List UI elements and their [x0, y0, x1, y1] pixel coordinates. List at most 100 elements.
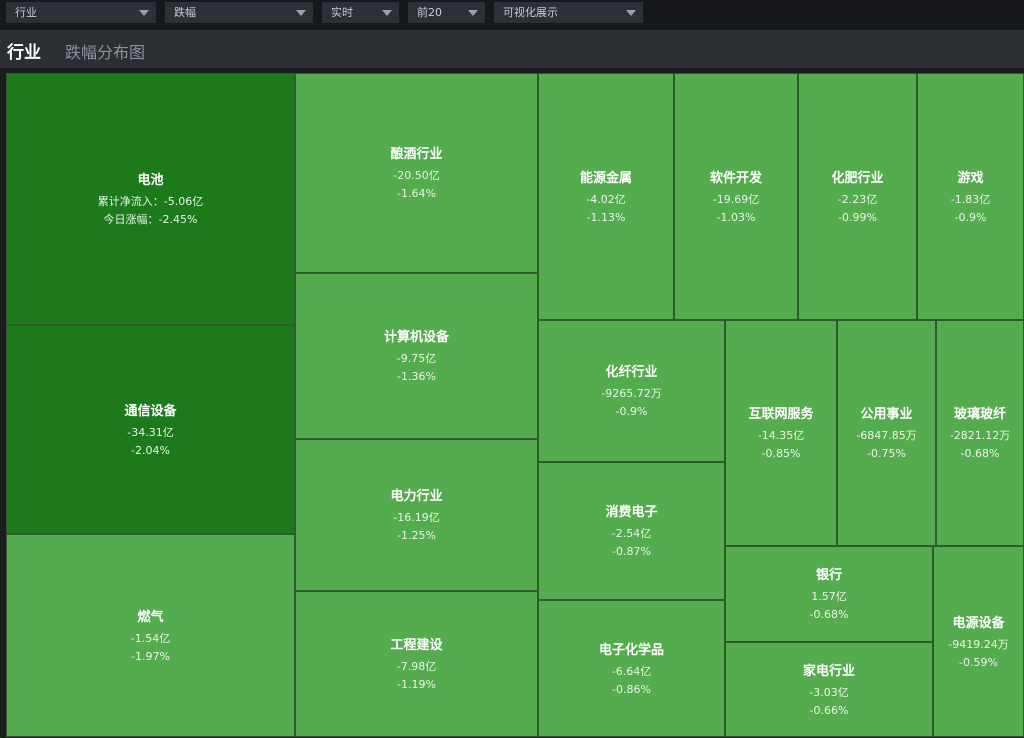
cell-net-flow: -16.19亿 — [393, 511, 440, 524]
topn-dropdown[interactable]: 前20 — [408, 2, 485, 23]
cell-net-flow: -20.50亿 — [393, 169, 440, 182]
display-mode-dropdown-value: 可视化展示 — [503, 6, 558, 19]
treemap-cell[interactable]: 化纤行业 -9265.72万 -0.9% — [538, 320, 725, 462]
cell-change-percent: -1.25% — [397, 529, 436, 542]
treemap-cell[interactable]: 化肥行业 -2.23亿 -0.99% — [798, 73, 917, 320]
category-dropdown-value: 行业 — [15, 6, 37, 19]
cell-industry-name: 互联网服务 — [748, 407, 814, 422]
cell-industry-name: 电力行业 — [390, 489, 443, 504]
cell-change-percent: -0.87% — [612, 545, 651, 558]
cell-change-percent: -1.03% — [716, 210, 756, 224]
treemap-cell[interactable]: 电池累计净流入：-5.06亿 今日涨幅：-2.45% — [6, 73, 295, 325]
cell-change-percent: -1.64% — [397, 187, 436, 200]
cell-industry-name: 通信设备 — [124, 403, 177, 419]
chevron-down-icon — [626, 10, 636, 16]
cell-industry-name: 电源设备 — [952, 615, 1005, 631]
cell-change-percent: -1.36% — [397, 370, 436, 383]
cell-net-flow: -14.35亿 — [757, 429, 805, 442]
cell-change-percent: -0.9% — [615, 405, 648, 418]
treemap-cell[interactable]: 银行 1.57亿 -0.68% — [725, 546, 933, 642]
cell-net-flow: -9419.24万 — [948, 637, 1009, 651]
cell-change-percent: -0.99% — [838, 210, 877, 224]
page-title: 行业 — [7, 43, 41, 63]
treemap-cell[interactable]: 酿酒行业 -20.50亿 -1.64% — [295, 73, 538, 273]
cell-change-percent: -0.86% — [612, 682, 651, 696]
chevron-down-icon — [468, 10, 478, 16]
cell-change-percent: -2.04% — [131, 443, 170, 457]
cell-change-percent: -0.85% — [761, 447, 801, 460]
treemap-cell[interactable]: 工程建设 -7.98亿 -1.19% — [295, 591, 538, 737]
category-dropdown[interactable]: 行业 — [6, 2, 156, 23]
treemap-cell[interactable]: 燃气 -1.54亿 -1.97% — [6, 534, 295, 737]
treemap-cell[interactable]: 能源金属 -4.02亿 -1.13% — [538, 73, 674, 320]
cell-change-percent: -0.66% — [809, 703, 849, 717]
chevron-down-icon — [296, 10, 306, 16]
cell-net-flow: -2.54亿 — [611, 527, 652, 540]
cell-industry-name: 化肥行业 — [831, 170, 884, 186]
cell-change-percent: -0.68% — [960, 447, 1000, 460]
cell-industry-name: 软件开发 — [709, 170, 762, 186]
cell-industry-name: 电子化学品 — [598, 642, 664, 658]
cell-industry-name: 消费电子 — [605, 505, 658, 520]
cell-industry-name: 游戏 — [957, 170, 984, 186]
cell-industry-name: 酿酒行业 — [390, 147, 443, 162]
chevron-down-icon — [139, 10, 149, 16]
cell-net-flow: -2.23亿 — [837, 192, 878, 206]
cell-net-flow: -1.54亿 — [130, 631, 171, 645]
topn-dropdown-value: 前20 — [417, 6, 442, 19]
cell-change-percent: -1.19% — [397, 678, 436, 691]
cell-industry-name: 玻璃玻纤 — [953, 407, 1006, 422]
treemap-cell[interactable]: 玻璃玻纤 -2821.12万 -0.68% — [936, 320, 1024, 546]
display-mode-dropdown[interactable]: 可视化展示 — [494, 2, 643, 23]
cell-net-flow: 1.57亿 — [811, 590, 847, 603]
treemap-cell[interactable]: 家电行业 -3.03亿 -0.66% — [725, 642, 933, 737]
chevron-down-icon — [382, 10, 392, 16]
treemap: 电池累计净流入：-5.06亿 今日涨幅：-2.45% 通信设备 -34.31亿 -2.0… — [0, 70, 1024, 738]
cell-industry-name: 能源金属 — [579, 170, 632, 186]
cell-net-flow: -19.69亿 — [712, 192, 760, 206]
cell-change-percent: -1.13% — [586, 210, 626, 224]
cell-net-flow: -9.75亿 — [396, 352, 437, 365]
cell-change-percent: 今日涨幅：-2.45% — [103, 213, 198, 226]
cell-net-flow: -3.03亿 — [809, 685, 849, 699]
page-subtitle: 跌幅分布图 — [65, 43, 146, 62]
toolbar: 行业 跌幅 实时 前20 可视化展示 — [0, 0, 1024, 30]
cell-industry-name: 银行 — [815, 568, 842, 583]
cell-net-flow: -4.02亿 — [586, 192, 626, 206]
cell-net-flow: 累计净流入：-5.06亿 — [97, 195, 204, 208]
treemap-cell[interactable]: 电子化学品 -6.64亿 -0.86% — [538, 600, 725, 737]
cell-industry-name: 电池 — [137, 173, 164, 188]
cell-net-flow: -1.83亿 — [950, 192, 991, 206]
cell-industry-name: 公用事业 — [860, 407, 913, 422]
cell-change-percent: -0.9% — [954, 210, 987, 224]
cell-change-percent: -1.97% — [131, 649, 170, 663]
cell-industry-name: 计算机设备 — [383, 330, 449, 345]
cell-industry-name: 化纤行业 — [605, 365, 658, 380]
treemap-cell[interactable]: 公用事业 -6847.85万 -0.75% — [837, 320, 936, 546]
treemap-cell[interactable]: 计算机设备 -9.75亿 -1.36% — [295, 273, 538, 439]
sort-dropdown[interactable]: 跌幅 — [165, 2, 313, 23]
timeframe-dropdown[interactable]: 实时 — [322, 2, 399, 23]
cell-change-percent: -0.59% — [959, 655, 998, 669]
cell-industry-name: 家电行业 — [802, 663, 855, 679]
cell-net-flow: -2821.12万 — [949, 429, 1011, 442]
cell-industry-name: 工程建设 — [390, 638, 443, 653]
treemap-cell[interactable]: 电源设备 -9419.24万 -0.59% — [933, 546, 1024, 737]
title-bar: 行业 跌幅分布图 — [0, 30, 1024, 68]
cell-net-flow: -9265.72万 — [601, 387, 662, 400]
cell-net-flow: -6847.85万 — [856, 429, 917, 442]
cell-net-flow: -6.64亿 — [611, 664, 652, 678]
treemap-cell[interactable]: 游戏 -1.83亿 -0.9% — [917, 73, 1024, 320]
cell-net-flow: -34.31亿 — [127, 425, 174, 439]
treemap-cell[interactable]: 电力行业 -16.19亿 -1.25% — [295, 439, 538, 591]
cell-change-percent: -0.75% — [867, 447, 906, 460]
treemap-cell[interactable]: 软件开发 -19.69亿 -1.03% — [674, 73, 798, 320]
treemap-cell[interactable]: 互联网服务 -14.35亿 -0.85% — [725, 320, 837, 546]
cell-change-percent: -0.68% — [809, 608, 849, 621]
treemap-cell[interactable]: 通信设备 -34.31亿 -2.04% — [6, 325, 295, 534]
cell-net-flow: -7.98亿 — [396, 660, 437, 673]
timeframe-dropdown-value: 实时 — [331, 6, 353, 19]
sort-dropdown-value: 跌幅 — [174, 6, 196, 19]
treemap-cell[interactable]: 消费电子 -2.54亿 -0.87% — [538, 462, 725, 600]
cell-industry-name: 燃气 — [137, 609, 164, 625]
